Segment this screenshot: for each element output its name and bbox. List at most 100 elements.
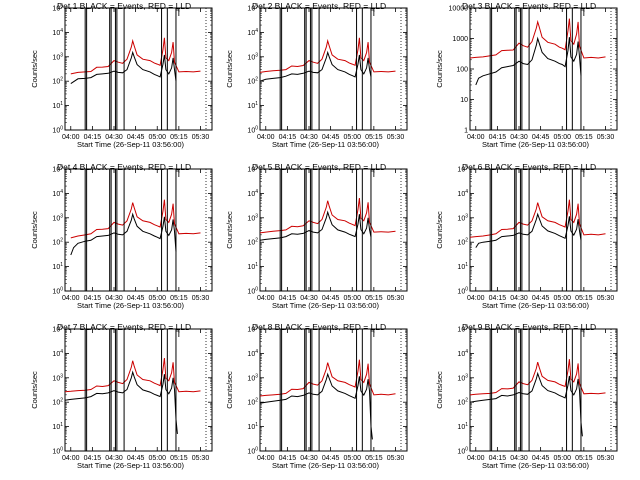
interval-bracket xyxy=(370,170,375,177)
x-tick-label: 05:00 xyxy=(148,455,166,462)
detector-panel: Det 3 BLACK = Events, RED = LLD 1 10 100 100… xyxy=(435,1,618,149)
panel-title: Det 6 BLACK = Events, RED = LLD xyxy=(462,162,596,172)
lld-series-line xyxy=(259,197,396,234)
y-axis-label: Counts/sec xyxy=(435,211,444,249)
y-tick-label: 103 xyxy=(52,52,63,61)
x-tick-label: 05:15 xyxy=(575,134,593,141)
x-tick-label: 04:00 xyxy=(467,455,485,462)
x-tick-label: 04:45 xyxy=(322,134,340,141)
y-tick-label: 105 xyxy=(247,165,258,174)
panel-title: Det 2 BLACK = Events, RED = LLD xyxy=(252,1,386,11)
lld-series-line xyxy=(469,18,606,59)
x-axis-label: Start Time (26-Sep-11 03:56:00) xyxy=(482,461,590,470)
events-series-line xyxy=(259,50,372,82)
panel-title: Det 5 BLACK = Events, RED = LLD xyxy=(252,162,386,172)
x-tick-label: 04:00 xyxy=(257,134,275,141)
y-tick-label: 102 xyxy=(247,77,258,86)
x-tick-label: 05:00 xyxy=(148,134,166,141)
x-tick-label: 04:00 xyxy=(257,455,275,462)
y-tick-label: 102 xyxy=(52,238,63,247)
panel-title: Det 3 BLACK = Events, RED = LLD xyxy=(462,1,596,11)
x-tick-label: 05:15 xyxy=(170,455,188,462)
y-tick-label: 101 xyxy=(247,262,258,271)
detector-panel: Det 1 BLACK = Events, RED = LLD 100 101 102… xyxy=(30,1,213,149)
y-tick-label: 102 xyxy=(52,398,63,407)
x-tick-label: 04:00 xyxy=(257,295,275,302)
y-tick-label: 104 xyxy=(457,349,468,358)
detector-panel: Det 4 BLACK = Events, RED = LLD 100 101 102… xyxy=(30,162,213,310)
x-tick-label: 05:15 xyxy=(365,134,383,141)
x-tick-label: 05:15 xyxy=(575,455,593,462)
x-tick-label: 04:30 xyxy=(510,295,528,302)
x-axis-label: Start Time (26-Sep-11 03:56:00) xyxy=(482,140,590,149)
x-tick-label: 04:30 xyxy=(105,295,123,302)
lld-series-line xyxy=(70,199,201,239)
x-tick-label: 05:30 xyxy=(597,295,615,302)
lld-series-line xyxy=(70,37,201,75)
x-axis-label: Start Time (26-Sep-11 03:56:00) xyxy=(272,140,380,149)
x-tick-label: 05:00 xyxy=(343,455,361,462)
detector-panel: Det 8 BLACK = Events, RED = LLD 100 101 102… xyxy=(225,322,408,470)
x-tick-label: 04:30 xyxy=(510,134,528,141)
y-tick-label: 101 xyxy=(247,422,258,431)
x-tick-label: 05:00 xyxy=(343,295,361,302)
y-axis-label: Counts/sec xyxy=(225,50,234,88)
interval-bracket xyxy=(580,330,585,337)
y-tick-label: 104 xyxy=(247,349,258,358)
plot-frame xyxy=(64,328,213,452)
y-tick-label: 100 xyxy=(247,447,258,456)
interval-bracket xyxy=(580,170,585,177)
x-tick-label: 04:45 xyxy=(127,295,145,302)
panel-title: Det 8 BLACK = Events, RED = LLD xyxy=(252,322,386,332)
x-tick-label: 04:30 xyxy=(105,455,123,462)
detector-panel: Det 6 BLACK = Events, RED = LLD 100 101 102… xyxy=(435,162,618,310)
detector-panel: Det 2 BLACK = Events, RED = LLD 100 101 102… xyxy=(225,1,408,149)
lld-series-line xyxy=(64,357,201,393)
y-tick-label: 102 xyxy=(52,77,63,86)
x-tick-label: 04:15 xyxy=(489,295,507,302)
y-tick-label: 105 xyxy=(247,4,258,13)
y-tick-label: 103 xyxy=(247,52,258,61)
plot-frame xyxy=(259,328,408,452)
y-tick-label: 101 xyxy=(52,422,63,431)
x-tick-label: 04:45 xyxy=(127,455,145,462)
plot-frame xyxy=(64,168,213,292)
x-tick-label: 05:30 xyxy=(597,134,615,141)
x-tick-label: 05:00 xyxy=(343,134,361,141)
events-series-line xyxy=(259,210,372,241)
lld-series-line xyxy=(469,359,606,396)
plot-frame xyxy=(259,168,408,292)
x-tick-label: 04:30 xyxy=(300,455,318,462)
y-tick-label: 104 xyxy=(52,189,63,198)
events-series-line xyxy=(64,370,178,434)
x-tick-label: 04:00 xyxy=(467,295,485,302)
x-tick-label: 05:15 xyxy=(365,295,383,302)
y-tick-label: 105 xyxy=(457,165,468,174)
panel-title: Det 9 BLACK = Events, RED = LLD xyxy=(462,322,596,332)
y-axis-label: Counts/sec xyxy=(225,371,234,409)
y-axis-label: Counts/sec xyxy=(30,50,39,88)
y-tick-label: 100 xyxy=(456,67,468,74)
y-tick-label: 102 xyxy=(247,238,258,247)
lld-series-line xyxy=(469,199,606,238)
x-tick-label: 05:15 xyxy=(170,295,188,302)
plot-frame xyxy=(469,168,618,292)
panel-title: Det 7 BLACK = Events, RED = LLD xyxy=(57,322,191,332)
lld-series-line xyxy=(259,359,396,397)
y-tick-label: 102 xyxy=(457,238,468,247)
y-axis-label: Counts/sec xyxy=(435,371,444,409)
x-tick-label: 05:30 xyxy=(192,295,210,302)
y-tick-label: 1 xyxy=(464,128,468,135)
panel-title: Det 4 BLACK = Events, RED = LLD xyxy=(57,162,191,172)
y-tick-label: 104 xyxy=(52,28,63,37)
events-series-line xyxy=(259,372,373,440)
x-tick-label: 05:15 xyxy=(575,295,593,302)
interval-bracket xyxy=(580,9,585,16)
y-tick-label: 103 xyxy=(457,373,468,382)
y-tick-label: 102 xyxy=(457,398,468,407)
x-tick-label: 04:45 xyxy=(532,455,550,462)
y-tick-label: 101 xyxy=(457,422,468,431)
y-tick-label: 103 xyxy=(457,213,468,222)
y-axis-label: Counts/sec xyxy=(30,371,39,409)
